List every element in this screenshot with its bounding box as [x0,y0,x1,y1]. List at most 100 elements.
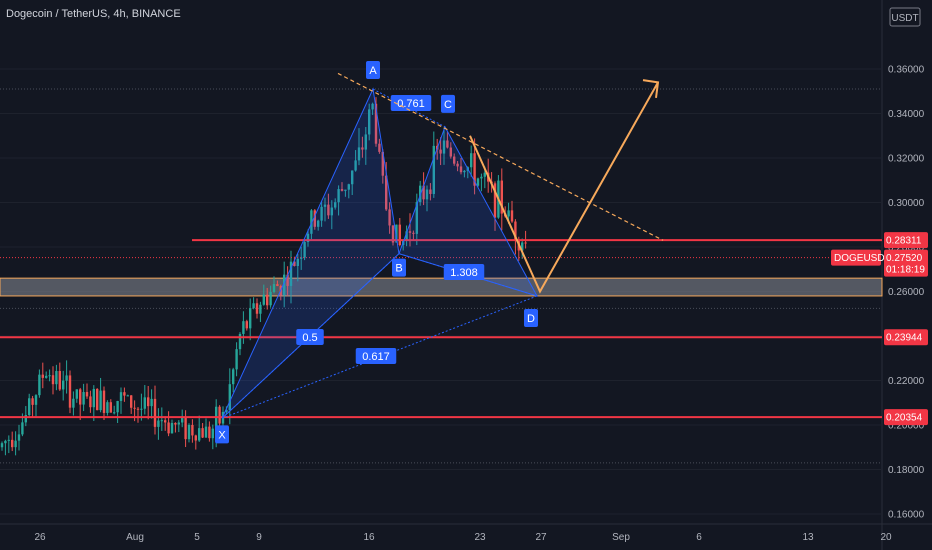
candle-body [480,176,483,179]
candle-body [330,207,333,216]
pattern-triangle [221,87,400,419]
candle-body [374,103,378,144]
candle-body [204,426,208,438]
candle-body [378,143,381,152]
candle-body [21,422,24,435]
candle-body [55,371,58,385]
candle-body [113,412,116,414]
candle-body [184,416,187,440]
candle-body [85,392,89,397]
projection-arrow [469,81,659,294]
candle-body [72,398,75,408]
price-tick-label: 0.22000 [888,376,925,387]
candle-body [126,395,129,397]
time-tick-label: Aug [126,532,144,543]
level-price-text: 0.20354 [886,413,923,424]
candle-body [459,166,463,173]
candle-body [323,204,327,207]
candle-body [238,333,242,350]
candle-body [262,294,265,305]
candle-body [109,402,112,413]
candle-body [235,349,238,370]
price-tick-label: 0.26000 [888,287,925,298]
candle-body [194,435,197,441]
time-axis[interactable]: 26 Aug 5 9 16 23 27 Sep 6 13 20 [34,532,892,543]
candle-body [429,189,432,194]
time-tick-label: 27 [535,532,547,543]
candle-body [62,380,65,390]
candle-body [320,206,323,221]
trendline [337,72,664,241]
candle-body [398,224,401,245]
candle-body [48,375,51,377]
candle-body [92,388,95,408]
time-tick-label: 9 [256,532,262,543]
price-tick-label: 0.18000 [888,465,925,476]
candle-body [524,242,527,244]
candle-body [198,428,201,441]
candle-body [68,375,72,408]
ratio-text: 1.308 [450,267,478,279]
candle-body [228,384,231,410]
candle-body [293,261,296,266]
price-tick-label: 0.36000 [888,65,925,76]
arrow-head [642,79,660,99]
symbol-text: DOGEUSDT [834,253,891,264]
candle-body [89,396,92,408]
level-price-text: 0.28311 [886,236,922,247]
candle-body [476,178,480,186]
candle-body [164,420,167,423]
candle-body [28,398,31,416]
candle-body [500,180,503,214]
candle-body [249,308,252,329]
ratio-text: 0.761 [397,98,425,110]
time-tick-label: 20 [880,532,892,543]
pattern-point-text: D [527,313,535,325]
price-tick-label: 0.20000 [888,421,925,432]
candle-body [361,147,364,150]
candle-body [181,416,184,423]
candle-body [252,303,255,309]
candle-body [272,284,276,292]
candle-body [303,242,306,258]
level-price-badge [884,409,928,426]
candle-body [259,304,262,314]
candle-body [75,389,78,399]
candle-body [160,420,163,422]
candle-body [327,204,330,216]
candle-body [0,443,4,448]
level-price-text: 0.23944 [886,333,923,344]
candle-body [133,407,136,409]
candle-body [65,375,68,381]
pattern-point-text: X [218,429,226,441]
candle-body [245,321,248,329]
candle-body [266,294,269,306]
candle-body [150,398,153,407]
pattern-point-badge [215,425,229,444]
candle-body [422,185,425,200]
candle-body [34,395,38,405]
candle-body [17,434,21,441]
pattern-point-badge [524,308,538,327]
pattern-point-text: B [395,263,402,275]
candle-body [385,175,388,210]
ratio-badge [355,348,397,364]
candle-body [269,291,272,306]
candle-body [143,397,146,409]
candle-body [11,439,14,448]
price-tick-label: 0.16000 [888,510,925,521]
candle-body [415,202,418,234]
candle-body [140,408,143,410]
candle-body [507,210,510,217]
candle-body [51,375,55,385]
current-price-badge [884,249,928,277]
time-tick-label: 5 [194,532,200,543]
candle-body [191,424,194,436]
candle-body [510,210,514,222]
candle-body [300,257,303,259]
candle-body [232,369,235,385]
countdown-text: 01:18:19 [886,265,925,276]
support-zone [0,277,883,297]
candle-body [446,140,449,148]
